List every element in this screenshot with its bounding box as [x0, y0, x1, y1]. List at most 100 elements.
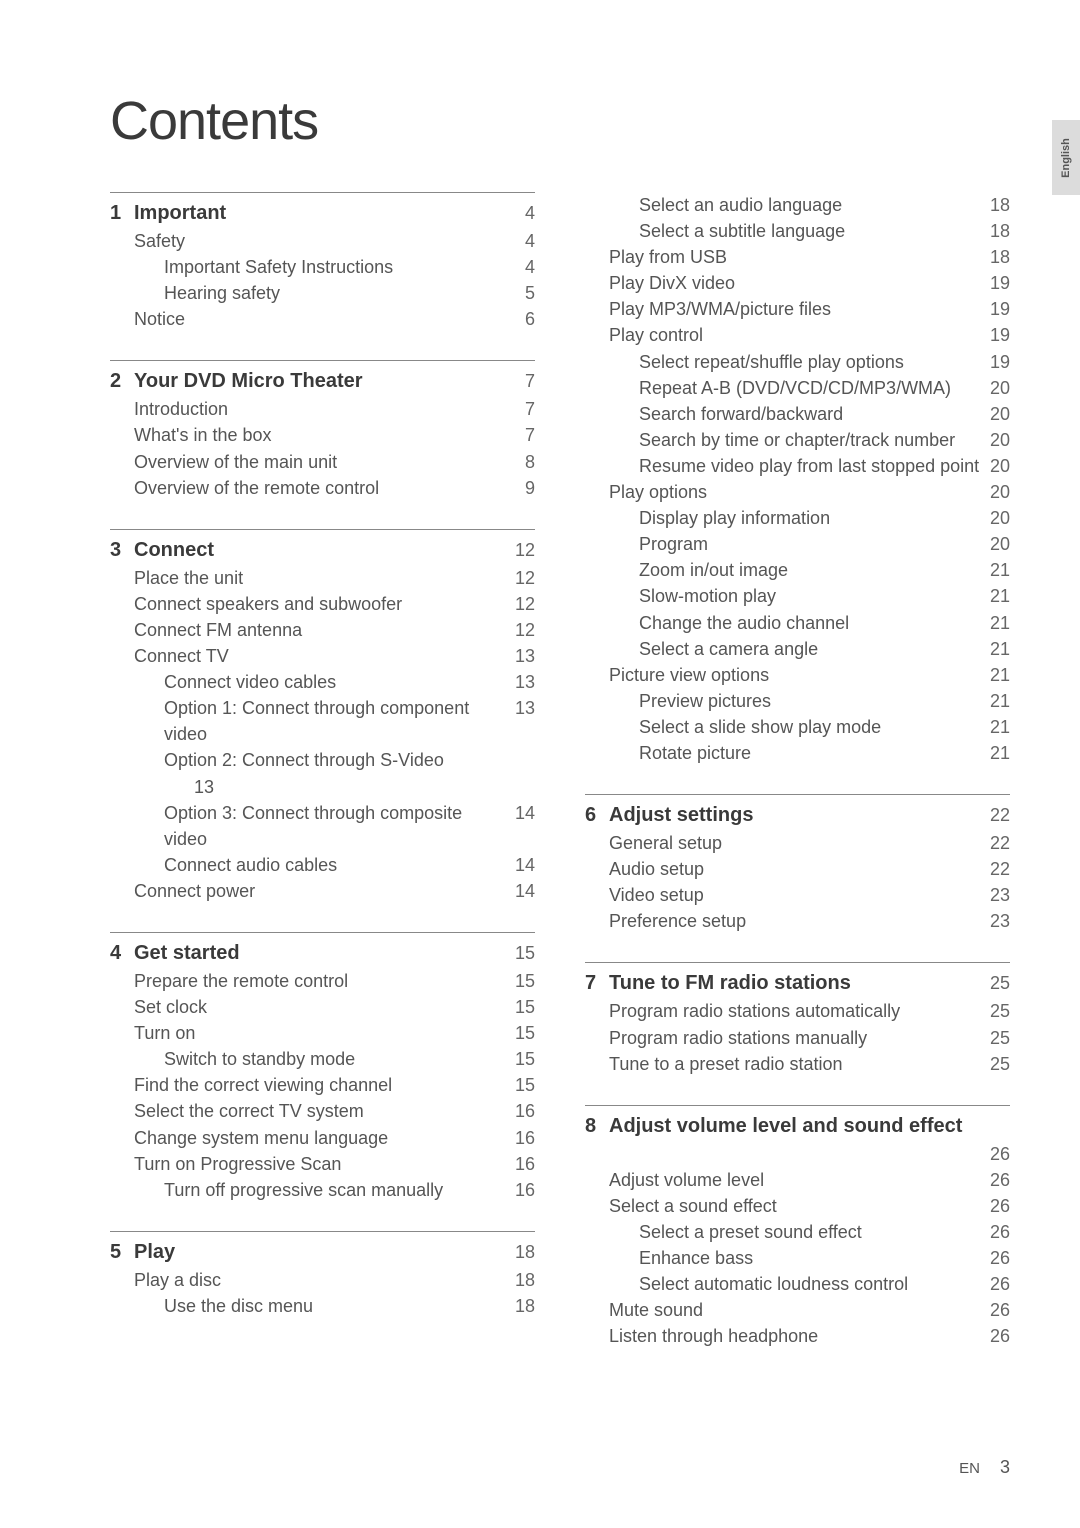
- entry-text: Select repeat/shuffle play options: [585, 349, 980, 375]
- toc-entry: Connect power14: [110, 878, 535, 904]
- entry-text: Introduction: [110, 396, 505, 422]
- toc-entry: Video setup23: [585, 882, 1010, 908]
- section-number: 2: [110, 367, 134, 396]
- entry-text: Resume video play from last stopped poin…: [585, 453, 980, 479]
- toc-entry: 26: [585, 1141, 1010, 1167]
- entry-text: Slow-motion play: [585, 583, 980, 609]
- entry-text: Prepare the remote control: [110, 968, 505, 994]
- section-page: 18: [505, 1239, 535, 1265]
- entry-page: 20: [980, 375, 1010, 401]
- toc-entry: Play DivX video19: [585, 270, 1010, 296]
- toc-entry: Mute sound26: [585, 1297, 1010, 1323]
- entry-page: 4: [505, 228, 535, 254]
- entry-page: 19: [980, 322, 1010, 348]
- entry-page: 18: [980, 192, 1010, 218]
- page-title: Contents: [110, 90, 1010, 152]
- entry-text: Audio setup: [585, 856, 980, 882]
- entry-text: Repeat A-B (DVD/VCD/CD/MP3/WMA): [585, 375, 980, 401]
- entry-page: 15: [505, 1072, 535, 1098]
- entry-text: Picture view options: [585, 662, 980, 688]
- section-title: Connect: [134, 536, 505, 565]
- entry-text: Play DivX video: [585, 270, 980, 296]
- toc-column-right: Select an audio language18Select a subti…: [585, 192, 1010, 1377]
- toc-section: Select an audio language18Select a subti…: [585, 192, 1010, 766]
- toc-entry: Audio setup22: [585, 856, 1010, 882]
- toc-entry: Option 1: Connect through component vide…: [110, 695, 535, 747]
- entry-text: Tune to a preset radio station: [585, 1051, 980, 1077]
- toc-section: 6Adjust settings22General setup22Audio s…: [585, 794, 1010, 934]
- toc-entry: Important Safety Instructions4: [110, 254, 535, 280]
- toc-entry: Program radio stations manually25: [585, 1025, 1010, 1051]
- toc-entry: Turn on Progressive Scan16: [110, 1151, 535, 1177]
- entry-text: Play MP3/WMA/picture files: [585, 296, 980, 322]
- toc-entry: Search by time or chapter/track number20: [585, 427, 1010, 453]
- entry-text: Program radio stations manually: [585, 1025, 980, 1051]
- section-header-row: 7Tune to FM radio stations25: [585, 969, 1010, 998]
- entry-page: 14: [505, 852, 535, 878]
- entry-page: 21: [980, 583, 1010, 609]
- section-title: Get started: [134, 939, 505, 968]
- entry-text: Switch to standby mode: [110, 1046, 505, 1072]
- entry-page: 15: [505, 994, 535, 1020]
- entry-page: 26: [980, 1141, 1010, 1167]
- toc-entry: Find the correct viewing channel15: [110, 1072, 535, 1098]
- entry-page: 18: [980, 218, 1010, 244]
- toc-section: 2Your DVD Micro Theater7Introduction7Wha…: [110, 360, 535, 500]
- toc-entry: Place the unit12: [110, 565, 535, 591]
- section-title: Adjust volume level and sound effect: [609, 1112, 980, 1141]
- section-page: 22: [980, 802, 1010, 828]
- entry-page: 16: [505, 1098, 535, 1124]
- section-number: 4: [110, 939, 134, 968]
- section-header-row: 3Connect12: [110, 536, 535, 565]
- toc-entry: Listen through headphone26: [585, 1323, 1010, 1349]
- entry-page: 25: [980, 1025, 1010, 1051]
- language-tab: English: [1052, 120, 1080, 195]
- entry-page: 20: [980, 401, 1010, 427]
- section-number: 7: [585, 969, 609, 998]
- entry-page: 21: [980, 688, 1010, 714]
- entry-text: Select a slide show play mode: [585, 714, 980, 740]
- page-footer: EN 3: [959, 1457, 1010, 1478]
- section-divider: [110, 192, 535, 193]
- entry-page: 7: [505, 396, 535, 422]
- toc-entry: Select a preset sound effect26: [585, 1219, 1010, 1245]
- toc-entry: Introduction7: [110, 396, 535, 422]
- toc-entry: Change system menu language16: [110, 1125, 535, 1151]
- section-header-row: 4Get started15: [110, 939, 535, 968]
- entry-page: 26: [980, 1193, 1010, 1219]
- entry-page: 21: [980, 557, 1010, 583]
- entry-text: Program: [585, 531, 980, 557]
- entry-text: Preview pictures: [585, 688, 980, 714]
- toc-entry: What's in the box7: [110, 422, 535, 448]
- section-title: Your DVD Micro Theater: [134, 367, 505, 396]
- entry-text: Select an audio language: [585, 192, 980, 218]
- entry-page: 20: [980, 453, 1010, 479]
- section-header-row: 5Play18: [110, 1238, 535, 1267]
- entry-page: 19: [980, 296, 1010, 322]
- toc-entry: Turn on15: [110, 1020, 535, 1046]
- toc-entry: Connect speakers and subwoofer12: [110, 591, 535, 617]
- toc-entry: Change the audio channel21: [585, 610, 1010, 636]
- toc-entry: Picture view options21: [585, 662, 1010, 688]
- entry-text: Listen through headphone: [585, 1323, 980, 1349]
- toc-entry: Adjust volume level26: [585, 1167, 1010, 1193]
- section-divider: [585, 962, 1010, 963]
- toc-entry: Option 3: Connect through composite vide…: [110, 800, 535, 852]
- entry-page: 26: [980, 1271, 1010, 1297]
- section-number: 3: [110, 536, 134, 565]
- footer-page: 3: [1000, 1457, 1010, 1478]
- toc-entry: Prepare the remote control15: [110, 968, 535, 994]
- entry-page: 21: [980, 662, 1010, 688]
- entry-page: 16: [505, 1125, 535, 1151]
- entry-text: Important Safety Instructions: [110, 254, 505, 280]
- entry-page: 14: [505, 878, 535, 904]
- toc-section: 5Play18Play a disc18Use the disc menu18: [110, 1231, 535, 1319]
- toc-entry: Program radio stations automatically25: [585, 998, 1010, 1024]
- entry-page: 22: [980, 830, 1010, 856]
- section-page: 25: [980, 970, 1010, 996]
- entry-text: Place the unit: [110, 565, 505, 591]
- entry-text: Connect speakers and subwoofer: [110, 591, 505, 617]
- entry-text: Play a disc: [110, 1267, 505, 1293]
- section-page: 7: [505, 368, 535, 394]
- entry-page: 19: [980, 349, 1010, 375]
